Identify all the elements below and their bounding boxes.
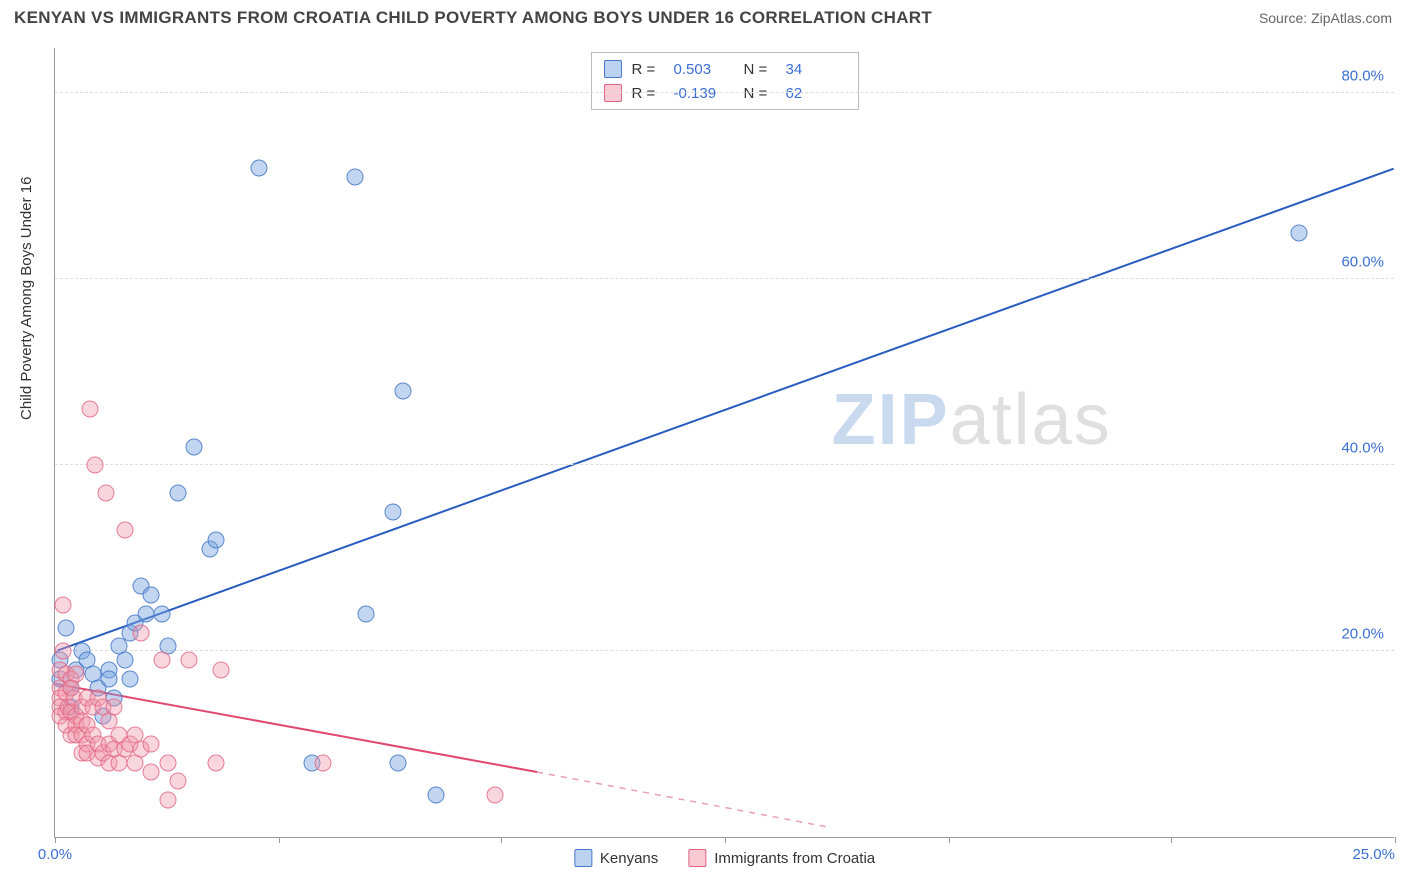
x-tick-label-end: 25.0%	[1352, 846, 1395, 863]
watermark-suffix: atlas	[950, 380, 1112, 460]
data-point	[384, 503, 401, 520]
gridline	[55, 650, 1394, 651]
y-tick-label: 60.0%	[1341, 254, 1384, 271]
data-point	[143, 587, 160, 604]
data-point	[57, 619, 74, 636]
data-point	[116, 522, 133, 539]
data-point	[250, 159, 267, 176]
data-point	[186, 438, 203, 455]
data-point	[347, 169, 364, 186]
legend-n-label: N =	[744, 61, 776, 78]
data-point	[207, 531, 224, 548]
watermark-prefix: ZIP	[832, 380, 950, 460]
legend-n-value-blue: 34	[786, 61, 846, 78]
x-tick	[501, 837, 502, 843]
legend-r-value-blue: 0.503	[674, 61, 734, 78]
data-point	[213, 661, 230, 678]
legend-r-label: R =	[632, 61, 664, 78]
data-point	[100, 671, 117, 688]
data-point	[143, 736, 160, 753]
legend-label-kenyans: Kenyans	[600, 850, 658, 867]
x-tick	[279, 837, 280, 843]
data-point	[132, 624, 149, 641]
y-axis-label: Child Poverty Among Boys Under 16	[18, 177, 35, 420]
source-label: Source: ZipAtlas.com	[1259, 10, 1392, 26]
data-point	[97, 485, 114, 502]
data-point	[357, 605, 374, 622]
data-point	[81, 401, 98, 418]
data-point	[170, 773, 187, 790]
x-tick	[55, 837, 56, 843]
x-tick	[949, 837, 950, 843]
chart-area: R = 0.503 N = 34 R = -0.139 N = 62 ZIPat…	[54, 48, 1394, 838]
data-point	[1290, 224, 1307, 241]
gridline	[55, 278, 1394, 279]
data-point	[154, 605, 171, 622]
data-point	[143, 763, 160, 780]
legend-label-croatia: Immigrants from Croatia	[714, 850, 875, 867]
legend-series: Kenyans Immigrants from Croatia	[574, 849, 875, 867]
data-point	[105, 698, 122, 715]
data-point	[116, 652, 133, 669]
legend-row-kenyans: R = 0.503 N = 34	[604, 57, 846, 81]
header: KENYAN VS IMMIGRANTS FROM CROATIA CHILD …	[0, 0, 1406, 34]
data-point	[87, 457, 104, 474]
data-point	[159, 791, 176, 808]
data-point	[390, 754, 407, 771]
x-tick-label-start: 0.0%	[38, 846, 72, 863]
x-tick	[725, 837, 726, 843]
legend-swatch-blue	[574, 849, 592, 867]
x-tick	[1171, 837, 1172, 843]
data-point	[159, 754, 176, 771]
data-point	[427, 787, 444, 804]
legend-correlation: R = 0.503 N = 34 R = -0.139 N = 62	[591, 52, 859, 110]
data-point	[68, 666, 85, 683]
gridline	[55, 92, 1394, 93]
data-point	[122, 671, 139, 688]
y-tick-label: 40.0%	[1341, 440, 1384, 457]
x-tick	[1395, 837, 1396, 843]
y-tick-label: 80.0%	[1341, 68, 1384, 85]
data-point	[181, 652, 198, 669]
legend-item-kenyans: Kenyans	[574, 849, 658, 867]
data-point	[315, 754, 332, 771]
legend-item-croatia: Immigrants from Croatia	[688, 849, 875, 867]
data-point	[207, 754, 224, 771]
data-point	[395, 382, 412, 399]
y-tick-label: 20.0%	[1341, 626, 1384, 643]
chart-title: KENYAN VS IMMIGRANTS FROM CROATIA CHILD …	[14, 8, 932, 28]
watermark: ZIPatlas	[832, 379, 1112, 461]
data-point	[170, 485, 187, 502]
data-point	[486, 787, 503, 804]
legend-swatch-blue	[604, 60, 622, 78]
data-point	[154, 652, 171, 669]
gridline	[55, 464, 1394, 465]
data-point	[55, 596, 72, 613]
data-point	[55, 643, 72, 660]
legend-swatch-pink	[688, 849, 706, 867]
data-point	[138, 605, 155, 622]
